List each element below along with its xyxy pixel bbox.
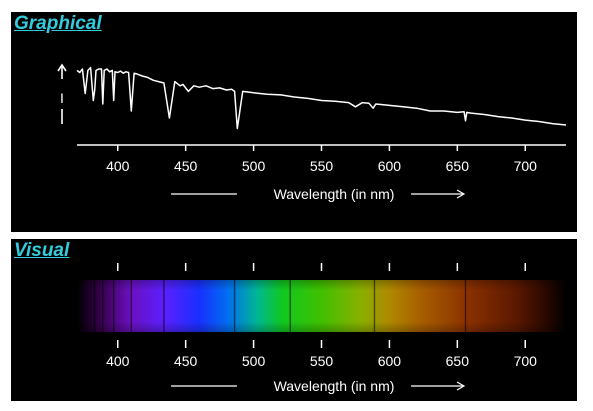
x-tick-label-700: 700	[514, 158, 538, 174]
x-tick-label-700: 700	[514, 353, 538, 369]
graphical-title: Graphical	[14, 13, 102, 34]
x-tick-label-600: 600	[378, 353, 402, 369]
x-axis-tick-labels: 400 450 500 550 600 650 700	[106, 353, 537, 369]
x-tick-label-550: 550	[310, 158, 334, 174]
spectrum-line-chart: I 400 450 500 550 600 650 700 Wavelength (in n…	[57, 63, 567, 202]
y-axis-label: I	[60, 90, 64, 106]
x-tick-label-650: 650	[446, 158, 470, 174]
spectrum-series-line	[76, 66, 567, 130]
x-title-arrow-head	[456, 189, 466, 199]
x-axis-title: Wavelength (in nm)	[274, 378, 395, 394]
x-axis-title-group: Wavelength (in nm)	[171, 186, 466, 202]
x-tick-label-400: 400	[106, 353, 130, 369]
x-axis-title: Wavelength (in nm)	[274, 186, 395, 202]
x-tick-label-650: 650	[446, 353, 470, 369]
graphical-panel: Graphical I 400 450 500 550 600 650 700 Wavele…	[11, 12, 577, 232]
y-axis-indicator: I	[57, 63, 67, 124]
x-axis-tick-labels: 400 450 500 550 600 650 700	[106, 158, 537, 174]
x-tick-label-550: 550	[310, 353, 334, 369]
x-tick-label-450: 450	[174, 353, 198, 369]
visual-title: Visual	[14, 240, 70, 261]
x-title-arrow-head	[456, 381, 466, 391]
x-axis-ticks-bottom	[117, 340, 526, 348]
spectrum-band-shading	[77, 280, 566, 332]
x-tick-label-500: 500	[242, 158, 266, 174]
absorption-lines	[93, 280, 467, 332]
x-tick-label-500: 500	[242, 353, 266, 369]
visual-panel: Visual	[11, 239, 577, 401]
x-axis-title-group: Wavelength (in nm)	[171, 378, 466, 394]
x-axis-ticks	[117, 145, 526, 151]
x-tick-label-400: 400	[106, 158, 130, 174]
x-tick-label-450: 450	[174, 158, 198, 174]
y-arrow-head	[57, 63, 67, 72]
spectrum-visual-chart: 400 450 500 550 600 650 700 Wavelength (in nm)	[77, 263, 566, 394]
x-axis-ticks-top	[117, 263, 526, 271]
x-tick-label-600: 600	[378, 158, 402, 174]
